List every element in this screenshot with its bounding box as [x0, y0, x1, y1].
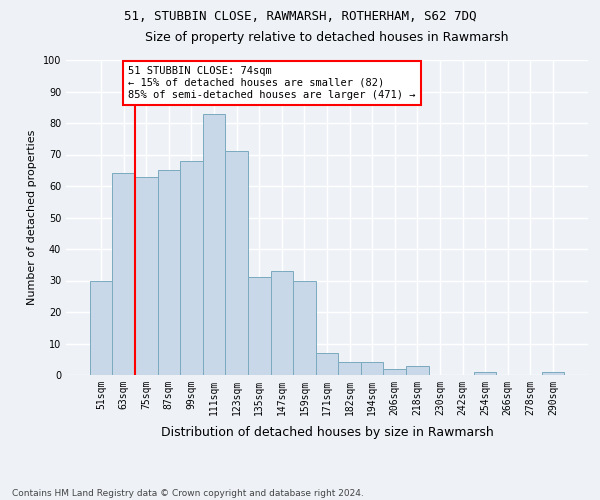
Bar	[158, 170, 180, 375]
Bar	[203, 114, 226, 375]
Bar	[135, 176, 158, 375]
Bar	[180, 161, 203, 375]
Bar	[90, 280, 112, 375]
Text: Contains HM Land Registry data © Crown copyright and database right 2024.: Contains HM Land Registry data © Crown c…	[12, 488, 364, 498]
Text: 51 STUBBIN CLOSE: 74sqm
← 15% of detached houses are smaller (82)
85% of semi-de: 51 STUBBIN CLOSE: 74sqm ← 15% of detache…	[128, 66, 416, 100]
Text: 51, STUBBIN CLOSE, RAWMARSH, ROTHERHAM, S62 7DQ: 51, STUBBIN CLOSE, RAWMARSH, ROTHERHAM, …	[124, 10, 476, 23]
Bar	[383, 368, 406, 375]
Bar	[361, 362, 383, 375]
X-axis label: Distribution of detached houses by size in Rawmarsh: Distribution of detached houses by size …	[161, 426, 493, 439]
Bar	[293, 280, 316, 375]
Title: Size of property relative to detached houses in Rawmarsh: Size of property relative to detached ho…	[145, 30, 509, 44]
Bar	[271, 271, 293, 375]
Bar	[542, 372, 564, 375]
Bar	[474, 372, 496, 375]
Bar	[226, 152, 248, 375]
Bar	[316, 353, 338, 375]
Bar	[338, 362, 361, 375]
Bar	[112, 174, 135, 375]
Bar	[406, 366, 428, 375]
Bar	[248, 278, 271, 375]
Y-axis label: Number of detached properties: Number of detached properties	[27, 130, 37, 305]
